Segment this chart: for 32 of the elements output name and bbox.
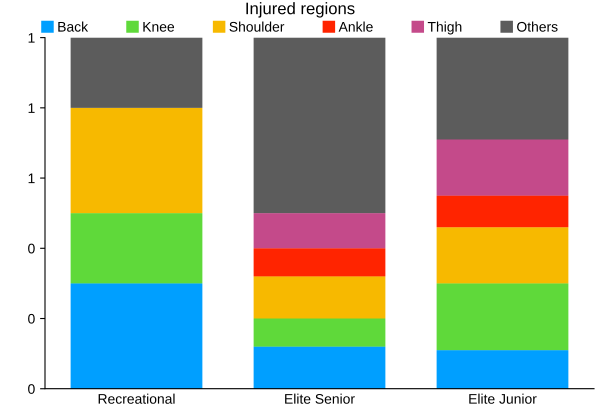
- legend-label: Knee: [143, 22, 174, 32]
- bar: [436, 139, 568, 196]
- legend-label: Ankle: [338, 22, 373, 32]
- bar: [436, 350, 568, 389]
- y-tick-label: 0: [28, 384, 35, 394]
- bar: [70, 283, 202, 389]
- bar: [70, 108, 202, 214]
- x-tick-label: Elite Senior: [285, 394, 355, 404]
- legend-label: Back: [58, 22, 88, 32]
- x-tick-label: Recreational: [98, 394, 175, 404]
- bar: [254, 318, 386, 347]
- bar: [70, 38, 202, 108]
- bar: [436, 227, 568, 284]
- chart-title: Injured regions: [246, 2, 355, 18]
- y-tick-label: 0: [28, 314, 35, 324]
- y-tick-label: 1: [28, 33, 35, 43]
- legend-label: Shoulder: [229, 22, 284, 32]
- legend-label: Others: [517, 22, 558, 32]
- bar: [254, 213, 386, 248]
- bar: [254, 346, 386, 389]
- bar: [254, 38, 386, 214]
- legend-label: Thigh: [428, 22, 462, 34]
- y-tick-label: 1: [28, 103, 35, 113]
- bar: [436, 283, 568, 350]
- bar: [436, 38, 568, 140]
- bar: [254, 248, 386, 276]
- bar: [254, 276, 386, 319]
- x-tick-label: Elite Junior: [469, 394, 537, 404]
- y-tick-label: 1: [28, 174, 35, 184]
- bar: [436, 196, 568, 228]
- y-tick-label: 0: [28, 244, 35, 254]
- bar: [70, 213, 202, 284]
